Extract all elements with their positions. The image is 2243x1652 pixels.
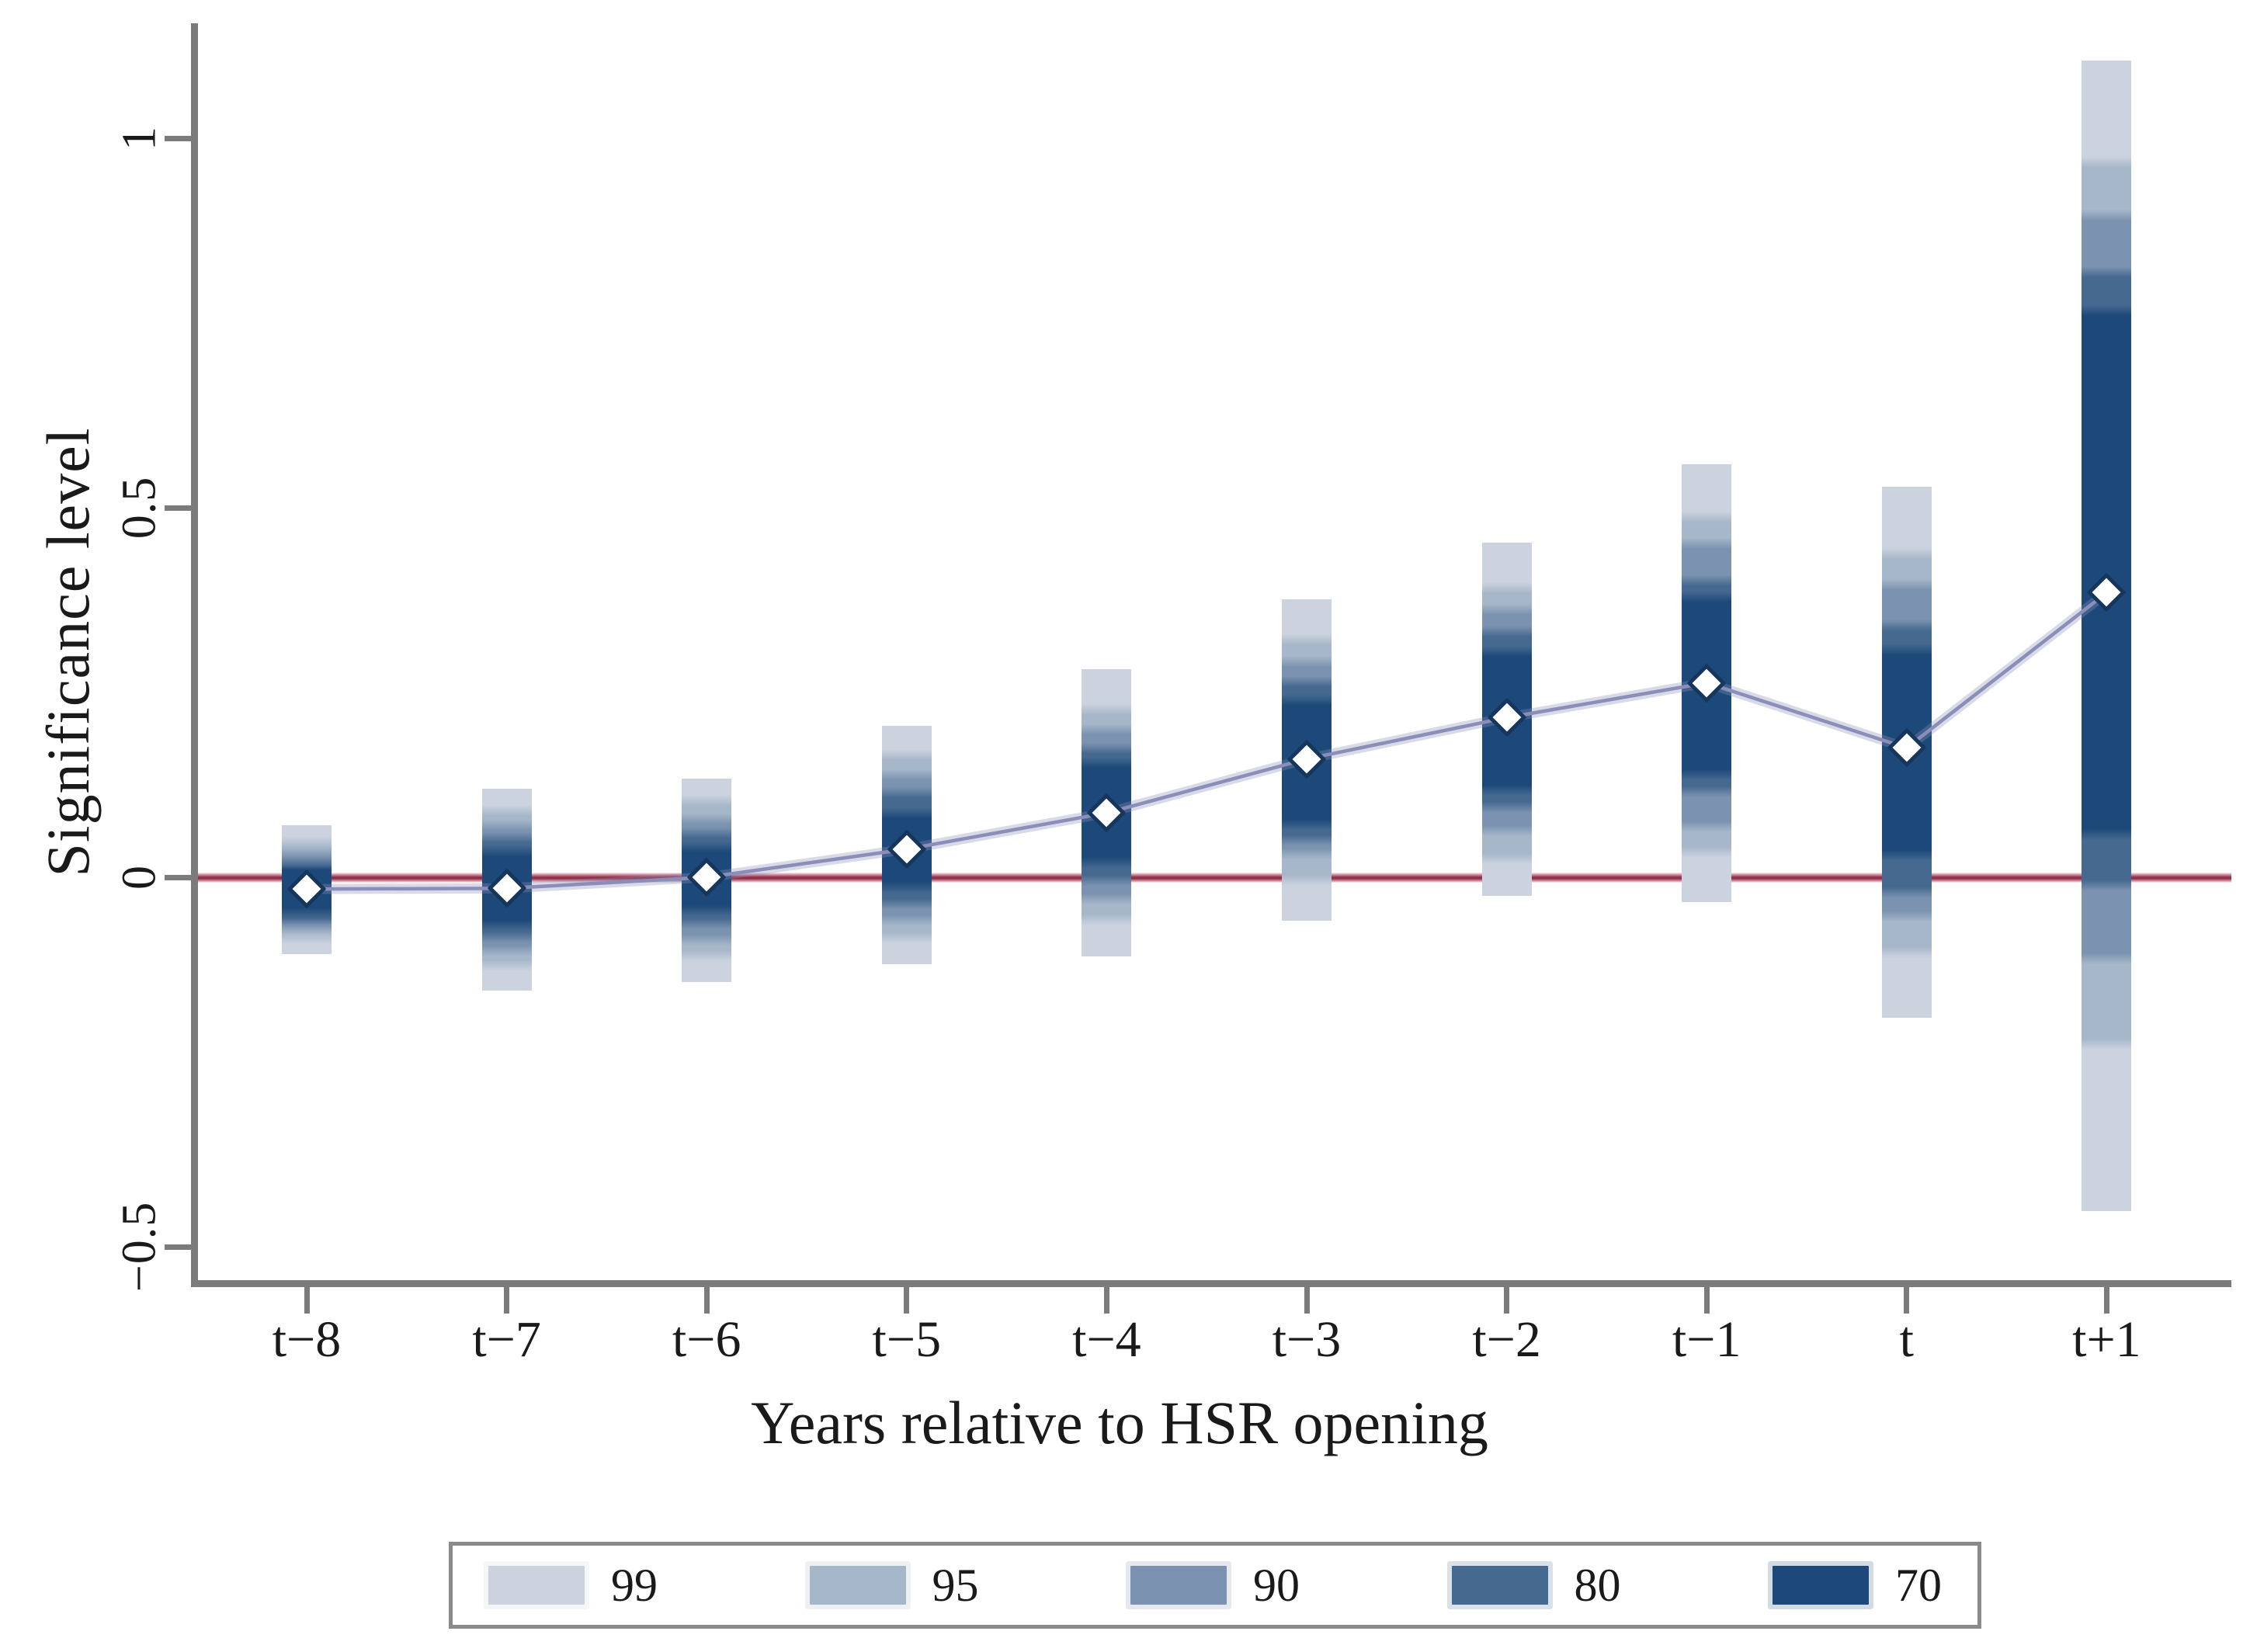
- legend-item-99: 99: [488, 1562, 658, 1609]
- legend-label-80: 80: [1574, 1560, 1621, 1611]
- x-axis-title: Years relative to HSR opening: [751, 1389, 1488, 1456]
- legend-swatch-90: [1130, 1566, 1227, 1605]
- estimate-connector-line: [306, 588, 2110, 894]
- y-tick-label: 1: [113, 126, 166, 151]
- legend-swatch-95: [809, 1566, 906, 1605]
- y-axis-line: [191, 23, 198, 1287]
- x-tick-label: t−6: [672, 1311, 741, 1368]
- y-tick-mark: [165, 505, 194, 511]
- x-tick-label: t−2: [1472, 1311, 1541, 1368]
- x-tick-mark: [304, 1287, 310, 1314]
- x-tick-mark: [1304, 1287, 1310, 1314]
- x-tick-label: t−8: [272, 1311, 342, 1368]
- x-tick-label: t−7: [472, 1311, 541, 1368]
- x-tick-label: t+1: [2072, 1311, 2141, 1368]
- x-tick-mark: [904, 1287, 910, 1314]
- x-tick-mark: [1504, 1287, 1510, 1314]
- x-tick-mark: [2103, 1287, 2109, 1314]
- legend-swatch-99: [488, 1566, 585, 1605]
- y-axis-title: Significance level: [34, 427, 102, 877]
- y-tick-label: −0.5: [113, 1201, 166, 1293]
- legend-item-90: 90: [1130, 1562, 1300, 1609]
- x-tick-label: t−5: [872, 1311, 942, 1368]
- x-tick-mark: [1904, 1287, 1910, 1314]
- legend-swatch-70: [1773, 1566, 1869, 1605]
- y-tick-label: 0: [113, 865, 166, 890]
- x-tick-label: t−4: [1072, 1311, 1141, 1368]
- legend-item-95: 95: [809, 1560, 979, 1611]
- legend-item-70: 70: [1773, 1562, 1942, 1609]
- y-tick-mark: [165, 135, 194, 141]
- x-tick-mark: [1703, 1287, 1710, 1314]
- x-tick-label: t: [1899, 1311, 1914, 1368]
- legend-label-90: 90: [1253, 1560, 1300, 1611]
- legend-label-70: 70: [1895, 1560, 1942, 1611]
- x-axis-line: [191, 1280, 2231, 1287]
- x-tick-mark: [703, 1287, 710, 1314]
- y-tick-mark: [165, 874, 194, 880]
- x-tick-label: t−1: [1672, 1311, 1741, 1368]
- y-tick-mark: [165, 1244, 194, 1250]
- x-tick-mark: [504, 1287, 510, 1314]
- x-tick-mark: [1103, 1287, 1109, 1314]
- legend: 99 95 90 80 70: [449, 1542, 1981, 1629]
- legend-label-99: 99: [611, 1560, 658, 1611]
- legend-swatch-80: [1451, 1566, 1548, 1605]
- ci-bar-t+1: [2082, 61, 2132, 1212]
- estimate-connector-line: [306, 591, 2108, 891]
- legend-item-80: 80: [1451, 1560, 1621, 1611]
- y-tick-label: 0.5: [113, 476, 166, 540]
- x-tick-label: t−3: [1272, 1311, 1342, 1368]
- legend-label-95: 95: [932, 1560, 979, 1611]
